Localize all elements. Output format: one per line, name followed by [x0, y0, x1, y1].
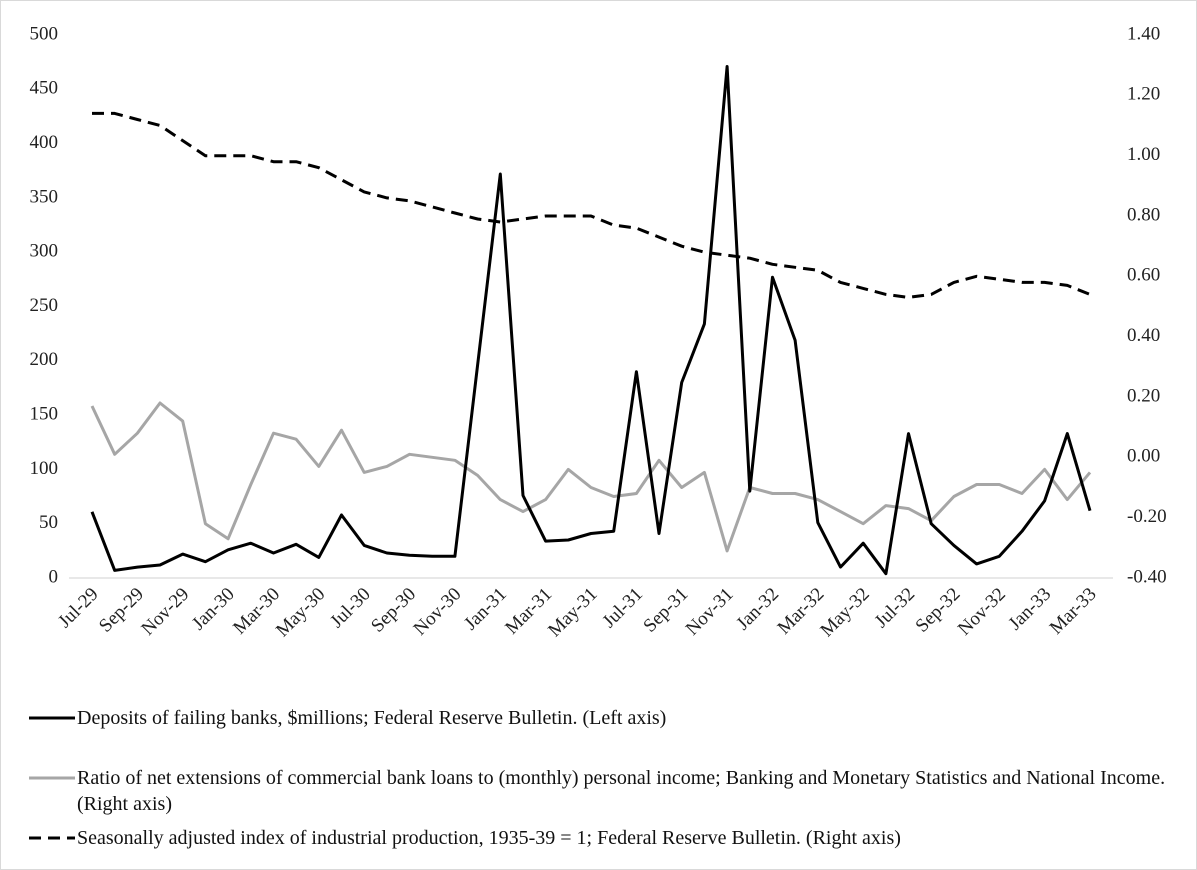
- y-tick-label: 250: [30, 295, 59, 316]
- series-line: [92, 111, 1091, 299]
- legend-swatch: [29, 836, 75, 840]
- legend-label: Ratio of net extensions of commercial ba…: [77, 767, 1166, 815]
- x-tick-label: Jul-30: [326, 584, 374, 632]
- y-tick-label: 350: [30, 186, 59, 207]
- y2-tick-label: -0.40: [1127, 566, 1167, 587]
- y2-tick-label: 1.40: [1127, 23, 1160, 44]
- legend-swatch: [29, 716, 75, 720]
- x-tick-label: Nov-31: [682, 584, 738, 640]
- legend-entry: Seasonally adjusted index of industrial …: [29, 825, 1194, 851]
- x-tick-label: May-30: [272, 584, 329, 641]
- y2-tick-label: 0.20: [1127, 385, 1160, 406]
- series-line: [90, 401, 1092, 553]
- series-line: [90, 65, 1092, 576]
- y-tick-label: 150: [30, 403, 59, 424]
- legend-entry: Ratio of net extensions of commercial ba…: [29, 765, 1194, 817]
- y-tick-label: 0: [49, 566, 59, 587]
- legend-swatch: [29, 776, 75, 780]
- y2-tick-label: 0.40: [1127, 325, 1160, 346]
- chart: 0 50 100 150 200 250 300 350 400 450 500 -0.40 -0.20…: [30, 23, 1167, 641]
- y-tick-label: 500: [30, 23, 59, 44]
- y2-tick-label: -0.20: [1127, 506, 1167, 527]
- x-tick-label: Nov-32: [954, 584, 1010, 640]
- y2-tick-label: 1.00: [1127, 144, 1160, 165]
- y2-tick-label: 0.80: [1127, 204, 1160, 225]
- y-tick-label: 450: [30, 78, 59, 99]
- x-tick-label: May-32: [816, 584, 873, 641]
- y2-tick-label: 0.60: [1127, 265, 1160, 286]
- legend-entry: Deposits of failing banks, $millions; Fe…: [29, 705, 1194, 731]
- legend-label: Deposits of failing banks, $millions; Fe…: [77, 707, 667, 729]
- x-tick-label: Jul-29: [54, 584, 102, 632]
- y-tick-label: 400: [30, 132, 59, 153]
- x-tick-label: Jul-31: [599, 584, 647, 632]
- x-tick-label: May-31: [544, 584, 601, 641]
- y2-tick-label: 0.00: [1127, 446, 1160, 467]
- y-tick-label: 200: [30, 349, 59, 370]
- y2-tick-label: 1.20: [1127, 84, 1160, 105]
- y-tick-label: 100: [30, 458, 59, 479]
- x-tick-label: Nov-30: [410, 584, 466, 640]
- y-tick-label: 300: [30, 241, 59, 262]
- x-tick-label: Jul-32: [871, 584, 919, 632]
- x-tick-label: Nov-29: [137, 584, 193, 640]
- x-tick-label: Mar-33: [1046, 584, 1101, 639]
- legend-label: Seasonally adjusted index of industrial …: [77, 827, 901, 849]
- y-tick-label: 50: [39, 512, 58, 533]
